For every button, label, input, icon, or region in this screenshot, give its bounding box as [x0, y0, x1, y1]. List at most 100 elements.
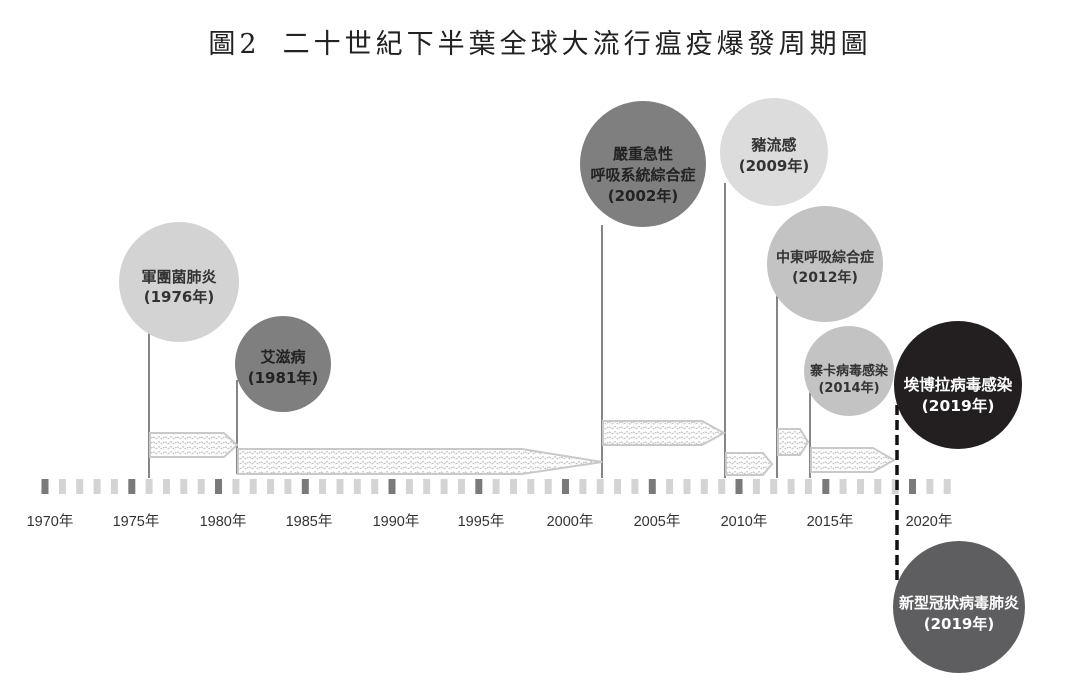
tick-2016 [839, 479, 847, 494]
event-circle [893, 541, 1025, 673]
event-year: (1981年) [248, 369, 318, 387]
tick-1979 [197, 479, 205, 494]
tick-1987 [336, 479, 344, 494]
event-name: 軍團菌肺炎 [141, 268, 216, 286]
tick-1999 [544, 479, 552, 494]
tick-1981 [232, 479, 240, 494]
tick-1993 [440, 479, 448, 494]
tick-1990 [388, 479, 396, 494]
tick-2017 [857, 479, 864, 494]
event-aids: 艾滋病 (1981年) [235, 316, 331, 412]
tick-2000 [562, 479, 569, 494]
event-name-line2: 呼吸系統綜合症 [590, 166, 695, 184]
year-label-1970: 1970年 [27, 513, 74, 530]
event-sars: 嚴重急性 呼吸系統綜合症 (2002年) [580, 101, 706, 227]
tick-1995 [475, 479, 483, 494]
event-year: (2009年) [739, 157, 809, 175]
tick-1991 [405, 479, 413, 494]
tick-1984 [284, 479, 292, 494]
tick-1973 [93, 479, 101, 494]
tick-2013 [787, 479, 795, 494]
event-year: (2019年) [924, 615, 994, 633]
year-label-2010: 2010年 [721, 513, 768, 530]
tick-1994 [457, 479, 465, 494]
tick-2020 [909, 479, 916, 494]
tick-1982 [249, 479, 257, 494]
tick-1970 [41, 479, 49, 494]
tick-1988 [353, 479, 361, 494]
bar-2014-2019 [810, 447, 897, 473]
year-label-1975: 1975年 [113, 513, 160, 530]
tick-1976 [145, 479, 153, 494]
tick-2001 [579, 479, 587, 494]
year-label-2000: 2000年 [547, 513, 594, 530]
event-circle [720, 98, 828, 206]
event-name: 寨卡病毒感染 [809, 363, 889, 379]
event-year: (1976年) [144, 288, 214, 306]
tick-1975 [128, 479, 136, 494]
tick-1986 [319, 479, 327, 494]
year-label-1985: 1985年 [286, 513, 333, 530]
event-name: 豬流感 [750, 136, 796, 154]
year-label-1980: 1980年 [200, 513, 247, 530]
event-name-line1: 嚴重急性 [613, 145, 673, 163]
tick-2015 [822, 479, 830, 494]
bar-1981-2002 [237, 448, 603, 475]
tick-1978 [180, 479, 188, 494]
tick-2006 [666, 479, 674, 494]
figure-title-text: 二十世紀下半葉全球大流行瘟疫爆發周期圖 [282, 29, 872, 60]
year-axis-labels: 1970年 1975年 1980年 1985年 1990年 1995年 2000… [27, 513, 953, 530]
event-circle [235, 316, 331, 412]
event-mers: 中東呼吸綜合症 (2012年) [767, 206, 883, 322]
tick-2022 [943, 479, 951, 494]
event-ebola: 埃博拉病毒感染 (2019年) [894, 321, 1022, 449]
event-swine-flu: 豬流感 (2009年) [720, 98, 828, 206]
tick-1998 [527, 479, 535, 494]
event-year: (2002年) [608, 187, 678, 205]
year-label-1990: 1990年 [373, 513, 420, 530]
bar-2002-2009 [602, 420, 727, 446]
tick-2010 [735, 479, 743, 494]
tick-1997 [510, 479, 517, 494]
bar-2009-2012 [725, 452, 774, 476]
outbreak-bars [149, 420, 897, 476]
tick-1983 [267, 479, 275, 494]
event-name: 艾滋病 [260, 348, 305, 366]
event-zika: 寨卡病毒感染 (2014年) [804, 326, 894, 416]
bar-2012-2014 [777, 428, 810, 456]
tick-2008 [700, 479, 708, 494]
tick-1971 [58, 479, 66, 494]
tick-2021 [926, 479, 934, 494]
figure-title: 圖2 二十世紀下半葉全球大流行瘟疫爆發周期圖 [0, 22, 1080, 61]
event-name: 中東呼吸綜合症 [776, 249, 874, 266]
event-circle [894, 321, 1022, 449]
tick-2012 [770, 479, 778, 494]
year-label-2015: 2015年 [807, 513, 854, 530]
tick-2007 [683, 479, 691, 494]
event-circle [119, 222, 239, 342]
event-circle [580, 101, 706, 227]
tick-1996 [492, 479, 500, 494]
year-axis-ticks [41, 479, 951, 494]
tick-2014 [804, 479, 812, 494]
event-year: (2012年) [792, 269, 858, 286]
event-circle [804, 326, 894, 416]
year-label-2020: 2020年 [906, 513, 953, 530]
year-label-2005: 2005年 [634, 513, 681, 530]
tick-1985 [301, 479, 309, 494]
tick-2003 [614, 479, 622, 494]
tick-1972 [76, 479, 84, 494]
tick-2002 [596, 479, 604, 494]
tick-2005 [648, 479, 656, 494]
tick-1992 [423, 479, 431, 494]
year-label-1995: 1995年 [458, 513, 505, 530]
tick-2019 [891, 479, 899, 494]
tick-2009 [718, 479, 726, 494]
event-name: 新型冠狀病毒肺炎 [899, 594, 1019, 612]
event-legionnaires: 軍團菌肺炎 (1976年) [119, 222, 239, 342]
event-year: (2019年) [922, 396, 995, 415]
tick-1989 [371, 479, 379, 494]
bar-1976-1981 [149, 432, 239, 458]
tick-2004 [631, 479, 639, 494]
